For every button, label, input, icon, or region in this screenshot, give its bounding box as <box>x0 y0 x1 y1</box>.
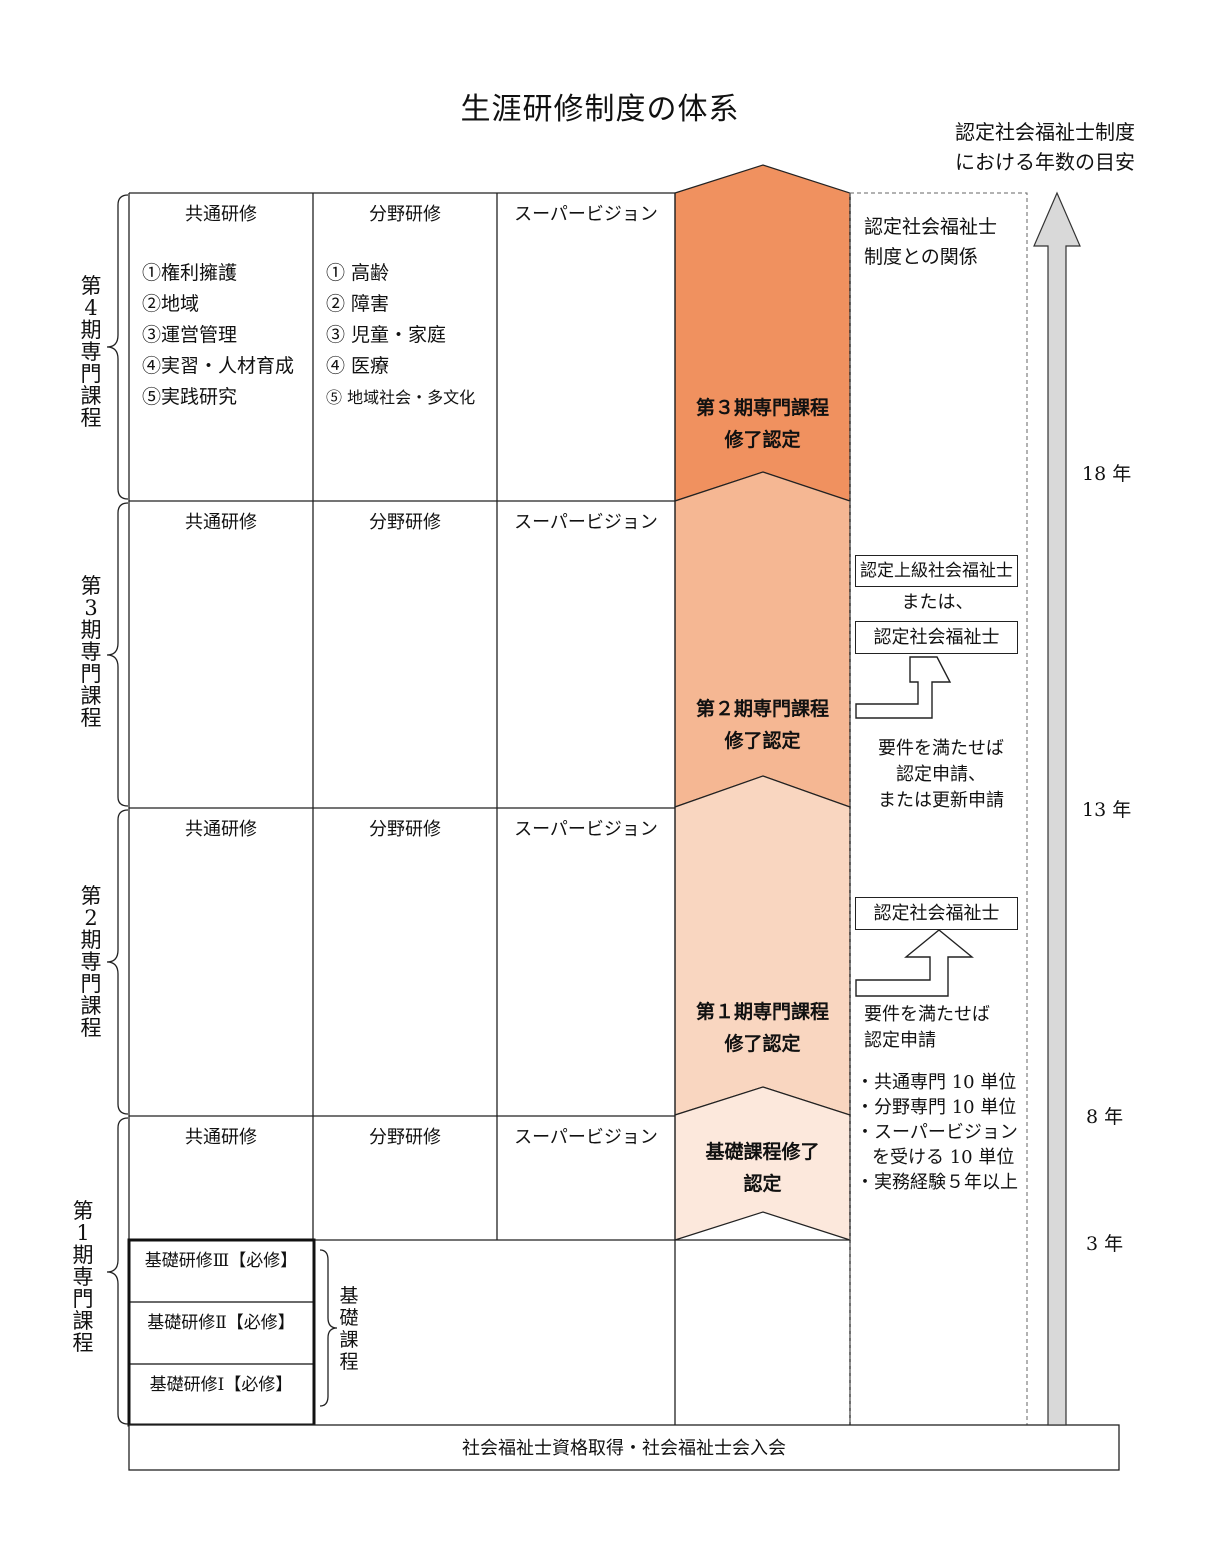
relation-heading-line-1: 認定社会福祉士 <box>864 216 998 238</box>
badge-kiso-line-1: 基礎課程修了 <box>705 1141 820 1163</box>
field-subject-list: ① 高齢 ② 障害 ③ 児童・家庭 ④ 医療 ⑤ 地域社会・多文化 <box>326 258 475 413</box>
badge-stage3-line-1: 第３期専門課程 <box>695 397 829 419</box>
requirement-lower-line-2: 認定申請 <box>864 1030 936 1051</box>
badge-stage1-line-1: 第１期専門課程 <box>695 1001 829 1023</box>
step-arrow-icon-lower <box>855 929 974 997</box>
header-common-stage3: 共通研修 <box>185 512 257 533</box>
years-guide-note-line-1: 認定社会福祉士制度 <box>955 120 1135 144</box>
requirement-upper-line-3: または更新申請 <box>878 790 1004 811</box>
years-guide-note: 認定社会福祉士制度 における年数の目安 <box>940 117 1150 177</box>
base-qualification-bar: 社会福祉士資格取得・社会福祉士会入会 <box>462 1438 786 1459</box>
list-item: ③ 児童・家庭 <box>326 324 447 346</box>
condition-item: を受ける 10 単位 <box>872 1147 1015 1168</box>
relation-heading: 認定社会福祉士 制度との関係 <box>864 212 997 272</box>
header-common-stage4: 共通研修 <box>185 204 257 225</box>
badge-stage2-line-2: 修了認定 <box>724 730 801 752</box>
box-certified-lower: 認定社会福祉士 <box>855 897 1018 930</box>
requirement-upper-line-2: 認定申請、 <box>896 764 986 785</box>
or-text: または、 <box>901 592 974 613</box>
header-field-stage2: 分野研修 <box>369 819 441 840</box>
step-arrow-icon-upper <box>855 656 952 719</box>
badge-kiso-cert: 基礎課程修了 認定 <box>675 1136 850 1200</box>
header-common-stage1: 共通研修 <box>185 1127 257 1148</box>
header-common-stage2: 共通研修 <box>185 819 257 840</box>
badge-stage2-cert: 第２期専門課程 修了認定 <box>675 693 850 757</box>
box-senior-certified: 認定上級社会福祉士 <box>855 555 1018 587</box>
header-sv-stage3: スーパービジョン <box>514 512 658 533</box>
brace-stage1 <box>106 1117 129 1425</box>
header-field-stage3: 分野研修 <box>369 512 441 533</box>
header-field-stage1: 分野研修 <box>369 1127 441 1148</box>
list-item: ④ 医療 <box>326 355 390 377</box>
brace-kiso <box>319 1249 338 1407</box>
kiso-course-label: 基礎課程 <box>339 1285 359 1373</box>
year-marker-8: 8 年 <box>1086 1106 1124 1128</box>
kiso-training-3: 基礎研修Ⅲ【必修】 <box>144 1251 298 1271</box>
list-item: ④実習・人材育成 <box>142 355 295 377</box>
years-guide-note-line-2: における年数の目安 <box>955 150 1135 174</box>
year-marker-18: 18 年 <box>1082 463 1132 485</box>
diagram-title: 生涯研修制度の体系 <box>460 92 740 127</box>
badge-kiso-line-2: 認定 <box>743 1173 782 1195</box>
header-field-stage4: 分野研修 <box>369 204 441 225</box>
brace-stage3 <box>106 502 129 807</box>
relation-heading-line-2: 制度との関係 <box>864 246 978 268</box>
kiso-training-2: 基礎研修Ⅱ【必修】 <box>147 1313 295 1333</box>
requirement-lower: 要件を満たせば 認定申請 <box>864 1002 990 1054</box>
list-item: ⑤実践研究 <box>142 386 238 408</box>
condition-item: ・スーパービジョン <box>856 1122 1018 1143</box>
year-marker-13: 13 年 <box>1082 799 1132 821</box>
list-item: ⑤ 地域社会・多文化 <box>326 388 476 407</box>
condition-item: ・実務経験５年以上 <box>856 1172 1018 1193</box>
header-sv-stage4: スーパービジョン <box>514 204 658 225</box>
common-subject-list: ①権利擁護 ②地域 ③運営管理 ④実習・人材育成 ⑤実践研究 <box>142 258 294 413</box>
brace-stage4 <box>106 194 129 500</box>
header-sv-stage2: スーパービジョン <box>514 819 658 840</box>
badge-stage1-cert: 第１期専門課程 修了認定 <box>675 996 850 1060</box>
badge-stage3-line-2: 修了認定 <box>724 429 801 451</box>
requirement-upper-line-1: 要件を満たせば <box>878 738 1004 759</box>
years-arrow-icon <box>1033 191 1081 1426</box>
badge-stage2-line-1: 第２期専門課程 <box>695 698 829 720</box>
list-item: ②地域 <box>142 293 200 315</box>
list-item: ③運営管理 <box>142 324 238 346</box>
requirement-upper: 要件を満たせば 認定申請、 または更新申請 <box>866 736 1016 814</box>
list-item: ② 障害 <box>326 293 390 315</box>
condition-item: ・分野専門 10 単位 <box>856 1097 1017 1118</box>
badge-shape-stage1 <box>674 775 851 1116</box>
condition-item: ・共通専門 10 単位 <box>856 1072 1017 1093</box>
list-item: ① 高齢 <box>326 262 390 284</box>
badge-stage1-line-2: 修了認定 <box>724 1033 801 1055</box>
box-certified-upper: 認定社会福祉士 <box>855 621 1018 654</box>
kiso-training-1: 基礎研修Ⅰ【必修】 <box>149 1375 293 1395</box>
list-item: ①権利擁護 <box>142 262 238 284</box>
conditions-list: ・共通専門 10 単位 ・分野専門 10 単位 ・スーパービジョン を受ける 1… <box>856 1070 1018 1195</box>
badge-stage3-cert: 第３期専門課程 修了認定 <box>675 392 850 456</box>
header-sv-stage1: スーパービジョン <box>514 1127 658 1148</box>
requirement-lower-line-1: 要件を満たせば <box>864 1004 990 1025</box>
brace-stage2 <box>106 809 129 1115</box>
year-marker-3: 3 年 <box>1086 1233 1124 1255</box>
